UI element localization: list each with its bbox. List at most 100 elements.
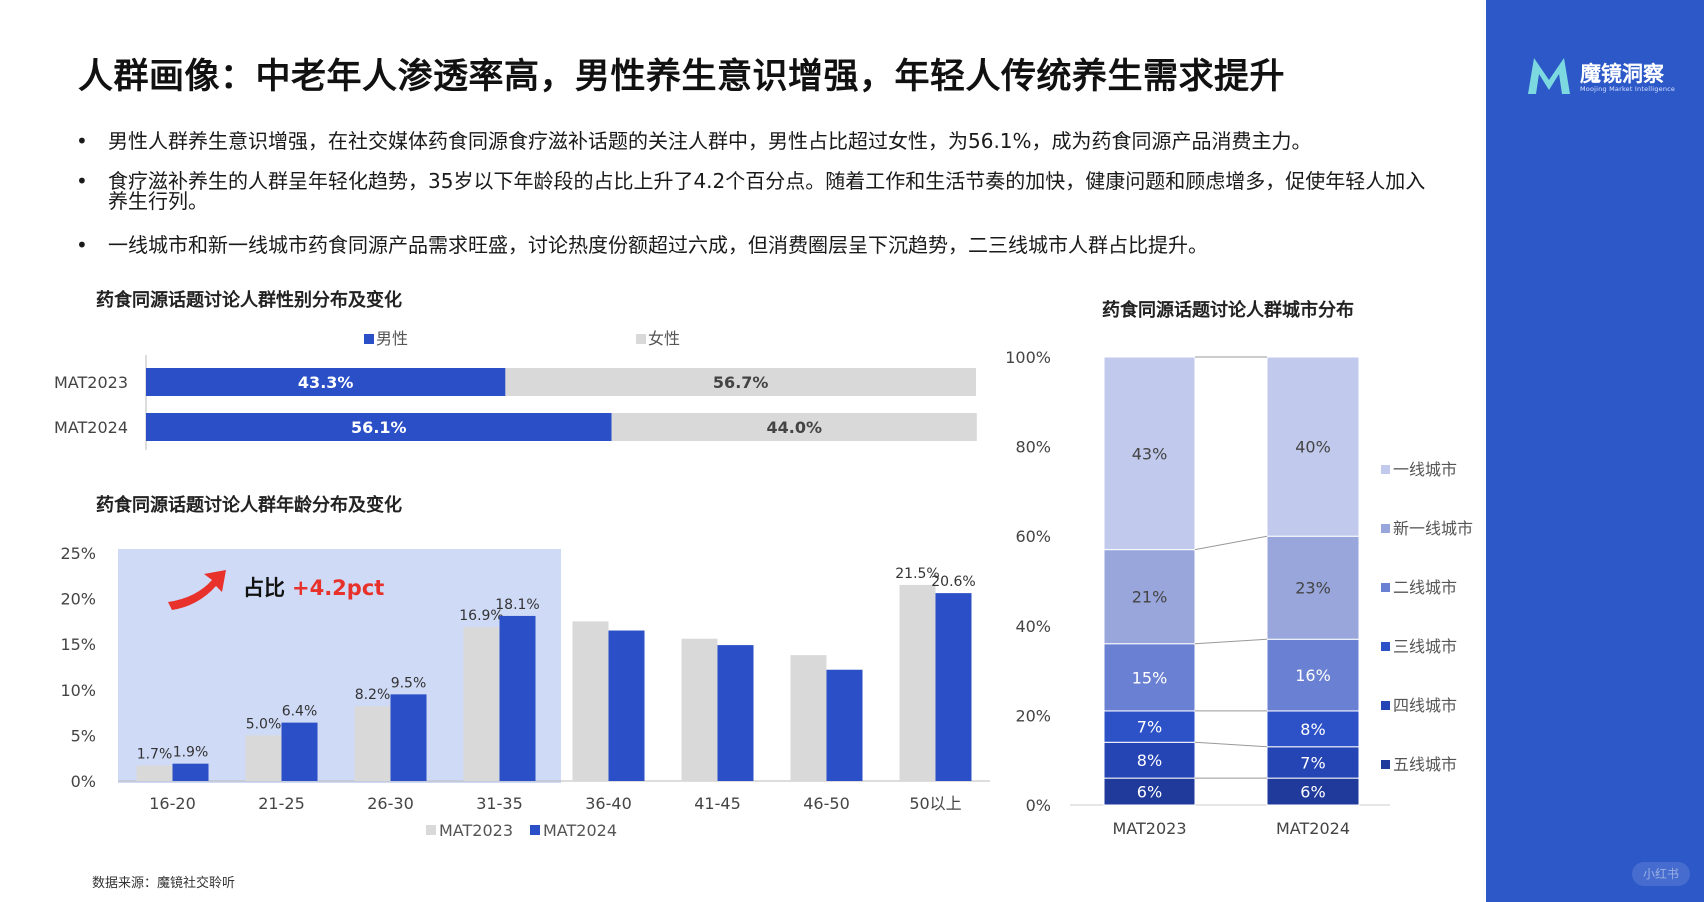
age-data-label: 5.0%	[246, 716, 282, 732]
city-data-label: 7%	[1300, 753, 1325, 772]
age-bar-mat2024	[608, 630, 645, 781]
age-bar-mat2024	[935, 593, 972, 781]
age-x-tick-label: 36-40	[585, 794, 632, 813]
city-y-tick-label: 0%	[1026, 796, 1051, 815]
city-y-tick-label: 100%	[1005, 348, 1051, 367]
city-legend-swatch	[1381, 583, 1390, 592]
gender-bar-male	[146, 413, 612, 441]
city-y-tick-label: 60%	[1015, 527, 1051, 546]
bullet-dot: •	[76, 233, 88, 257]
age-chart: 0% 5% 10% 15% 20% 25% 1.7% 1.9% 16-20 5.0%6.4% 21-…	[60, 544, 990, 840]
city-y-tick-label: 80%	[1015, 438, 1051, 457]
age-y-tick-label: 15%	[60, 635, 96, 654]
age-bar-mat2023	[245, 735, 282, 781]
age-bar-mat2023	[354, 706, 391, 781]
brand-sidebar	[1486, 0, 1704, 902]
age-x-tick-label: 31-35	[476, 794, 523, 813]
gender-chart: 男性 女性 MAT2023 43.3% 56.7% MAT2024 56.1% 44.0%	[54, 329, 977, 450]
age-y-tick-label: 5%	[71, 726, 96, 745]
age-x-tick-label: 41-45	[694, 794, 741, 813]
city-bar-segment	[1266, 777, 1360, 806]
gender-data-label: 56.1%	[351, 418, 407, 437]
bullet-item: • 食疗滋补养生的人群呈年轻化趋势，35岁以下年龄段的占比上升了4.2个百分点。随…	[76, 171, 1438, 211]
bullet-text: 男性人群养生意识增强，在社交媒体药食同源食疗滋补话题的关注人群中，男性占比超过女…	[108, 129, 1312, 153]
gender-data-label: 56.7%	[713, 373, 769, 392]
gender-legend-label: 女性	[648, 329, 680, 348]
city-connector-line	[1194, 535, 1268, 551]
city-bar-segment	[1266, 638, 1360, 712]
gender-data-label: 43.3%	[298, 373, 354, 392]
city-data-label: 8%	[1137, 751, 1162, 770]
gender-chart-title: 药食同源话题讨论人群性别分布及变化	[96, 290, 402, 311]
city-y-tick-label: 40%	[1015, 617, 1051, 636]
annotation-prefix: 占比	[243, 576, 285, 600]
city-data-label: 15%	[1132, 668, 1168, 687]
bullet-text: 食疗滋补养生的人群呈年轻化趋势，35岁以下年龄段的占比上升了4.2个百分点。随着…	[108, 169, 1426, 213]
bullet-item: • 一线城市和新一线城市药食同源产品需求旺盛，讨论热度份额超过六成，但消费圈层呈下…	[76, 235, 1438, 255]
data-source: 数据来源：魔镜社交聆听	[92, 876, 236, 891]
gender-bar-male	[146, 368, 506, 396]
city-legend-label: 二线城市	[1393, 578, 1457, 597]
city-legend-swatch	[1381, 760, 1390, 769]
gender-bar-female	[505, 368, 976, 396]
age-x-tick-label: 46-50	[803, 794, 850, 813]
age-bar-mat2023	[790, 655, 827, 781]
age-data-label: 21.5%	[895, 566, 939, 582]
city-data-label: 43%	[1132, 444, 1168, 463]
city-x-tick-label: MAT2023	[1113, 819, 1187, 838]
age-bar-mat2024	[390, 694, 427, 781]
city-data-label: 6%	[1300, 783, 1325, 802]
city-data-label: 16%	[1295, 666, 1331, 685]
city-legend-swatch	[1381, 465, 1390, 474]
gender-category-label: MAT2023	[54, 373, 128, 392]
logo-text: 魔镜洞察	[1580, 62, 1664, 86]
city-legend-swatch	[1381, 642, 1390, 651]
age-data-label: 18.1%	[495, 597, 539, 613]
gender-legend-swatch	[364, 334, 374, 344]
city-data-label: 7%	[1137, 718, 1162, 737]
city-data-label: 23%	[1295, 579, 1331, 598]
age-x-tick-label: 16-20	[149, 794, 196, 813]
age-y-tick-label: 10%	[60, 681, 96, 700]
city-chart: 0% 20% 40% 60% 80% 100% 6% 8% 7% 15% 21% 43% MAT2023…	[1005, 348, 1473, 838]
age-x-tick-label: 21-25	[258, 794, 305, 813]
age-bar-mat2024	[281, 722, 318, 781]
age-data-label: 6.4%	[282, 704, 318, 720]
logo: 魔镜洞察 Moojing Market Intelligence	[1524, 52, 1676, 100]
gender-bar-female	[611, 413, 977, 441]
city-bar-segment	[1103, 741, 1196, 779]
city-connector-line	[1194, 741, 1268, 748]
age-y-tick-label: 25%	[60, 544, 96, 563]
city-legend-swatch	[1381, 701, 1390, 710]
gender-legend-label: 男性	[376, 329, 408, 348]
city-data-label: 21%	[1132, 588, 1168, 607]
growth-arrow-icon	[168, 570, 226, 610]
city-legend-label: 新一线城市	[1393, 519, 1473, 538]
bullet-dot: •	[76, 169, 88, 193]
bullet-text: 一线城市和新一线城市药食同源产品需求旺盛，讨论热度份额超过六成，但消费圈层呈下沉…	[108, 233, 1208, 257]
city-legend-label: 五线城市	[1393, 755, 1457, 774]
city-bar-segment	[1103, 356, 1196, 551]
age-bar-mat2023	[572, 621, 609, 781]
city-x-tick-label: MAT2024	[1276, 819, 1350, 838]
gender-data-label: 44.0%	[766, 418, 822, 437]
age-data-label: 20.6%	[931, 574, 975, 590]
age-bar-mat2023	[681, 638, 718, 781]
city-bar-segment	[1103, 710, 1196, 743]
city-bar-segment	[1266, 710, 1360, 748]
age-legend-label: MAT2023	[439, 821, 513, 840]
age-x-tick-label: 26-30	[367, 794, 414, 813]
age-legend-swatch	[530, 825, 540, 835]
city-y-tick-label: 20%	[1015, 706, 1051, 725]
gender-category-label: MAT2024	[54, 418, 128, 437]
city-legend-label: 四线城市	[1393, 696, 1457, 715]
watermark: 小红书	[1632, 862, 1690, 886]
gender-legend-swatch	[636, 334, 646, 344]
moojing-m-logo-icon	[1528, 58, 1570, 94]
city-data-label: 40%	[1295, 438, 1331, 457]
city-connector-line	[1194, 638, 1268, 645]
age-data-label: 16.9%	[459, 608, 503, 624]
city-bar-segment	[1103, 643, 1196, 712]
age-x-tick-label: 50以上	[909, 794, 961, 813]
logo-subtitle: Moojing Market Intelligence	[1580, 85, 1676, 93]
